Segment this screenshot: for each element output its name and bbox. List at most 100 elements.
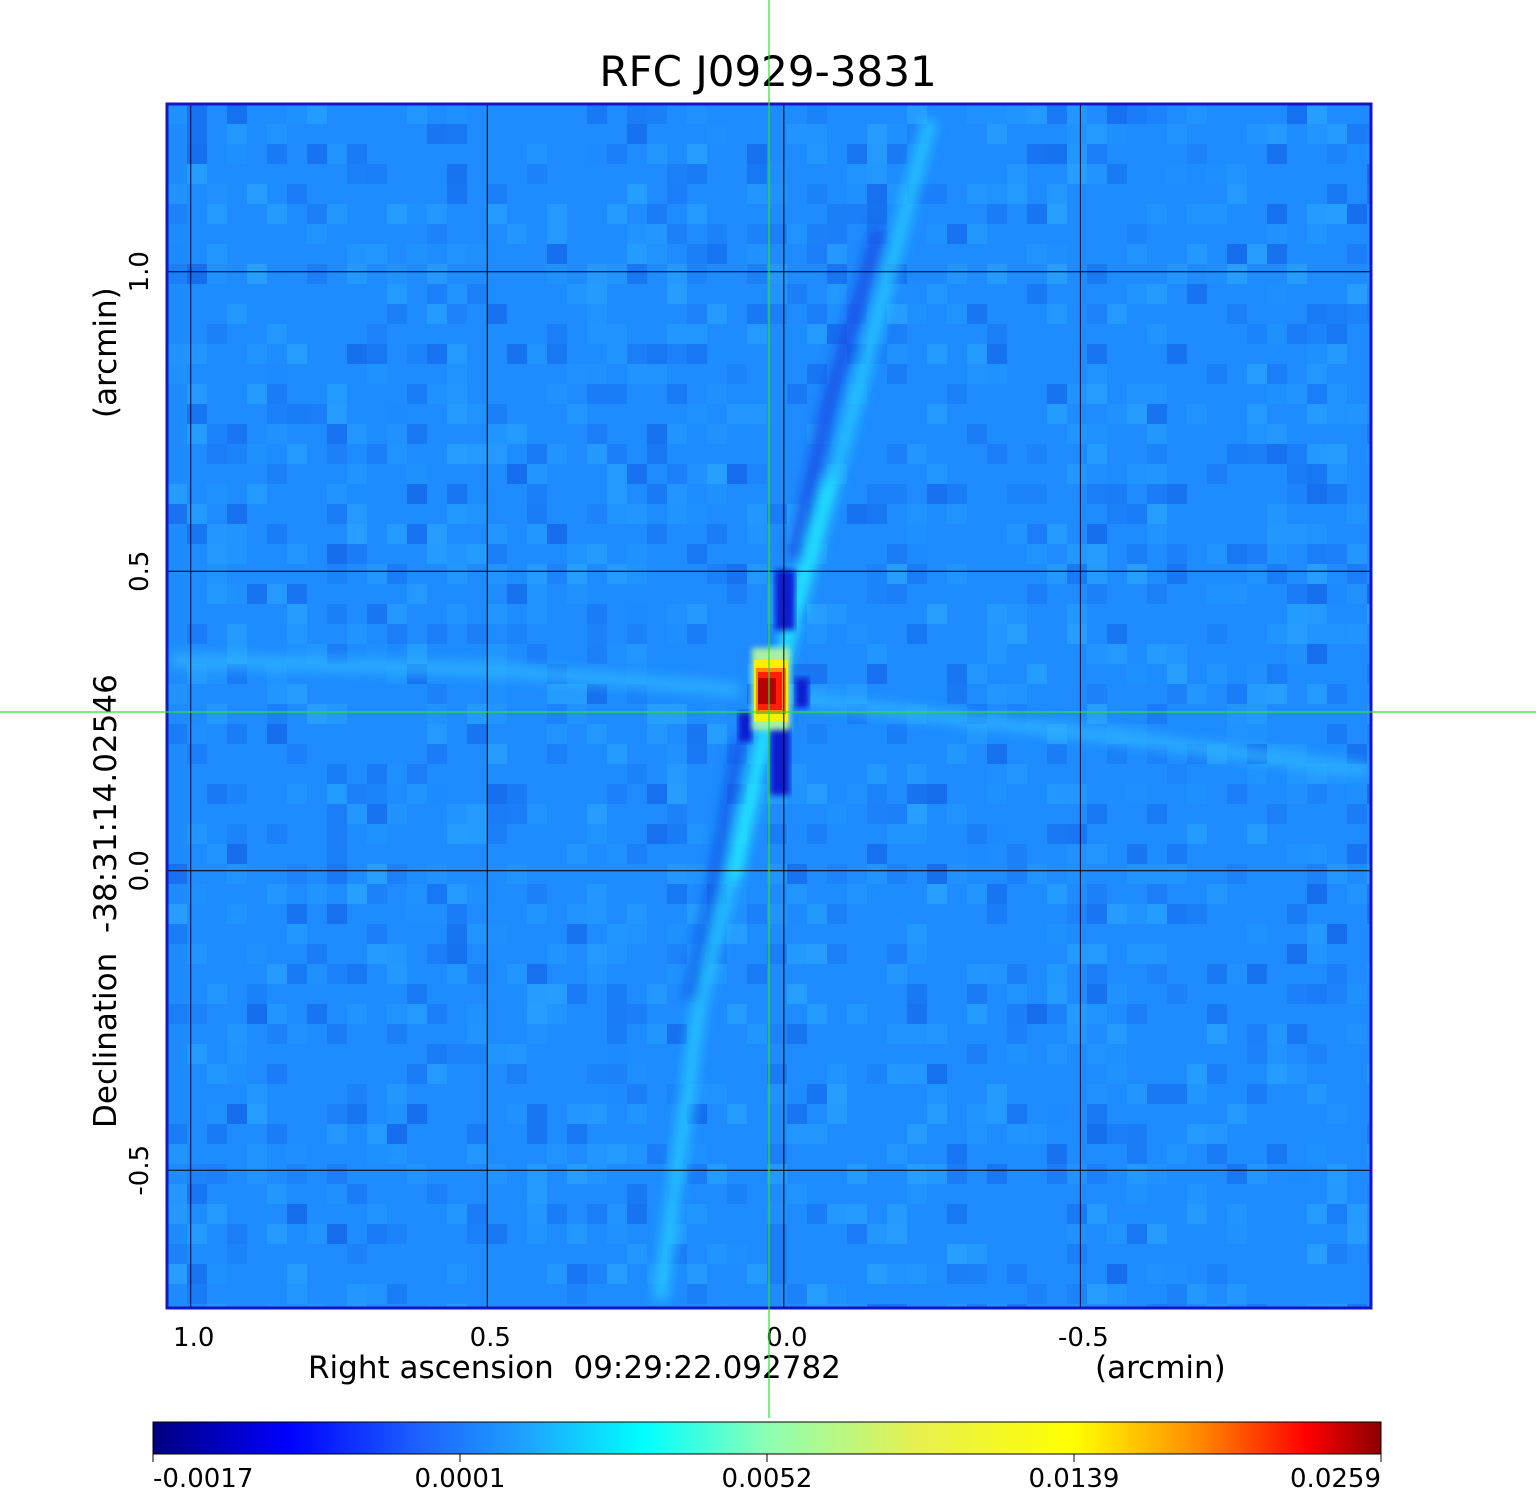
- noise-cell: [1167, 344, 1187, 364]
- noise-cell: [267, 404, 287, 424]
- noise-cell: [1227, 964, 1247, 984]
- noise-cell: [1127, 104, 1147, 124]
- noise-cell: [1247, 1304, 1267, 1308]
- noise-cell: [267, 1044, 287, 1064]
- noise-cell: [1267, 284, 1287, 304]
- noise-cell: [807, 1304, 827, 1308]
- noise-cell: [167, 384, 187, 404]
- noise-cell: [947, 1144, 967, 1164]
- core-peak: [758, 678, 776, 704]
- noise-cell: [687, 244, 707, 264]
- noise-cell: [687, 144, 707, 164]
- noise-cell: [847, 1224, 867, 1244]
- noise-cell: [607, 1264, 627, 1284]
- noise-cell: [587, 604, 607, 624]
- noise-cell: [547, 744, 567, 764]
- noise-cell: [807, 144, 827, 164]
- noise-cell: [607, 984, 627, 1004]
- noise-cell: [567, 984, 587, 1004]
- noise-cell: [627, 904, 647, 924]
- noise-cell: [1027, 784, 1047, 804]
- noise-cell: [1267, 144, 1287, 164]
- noise-cell: [667, 484, 687, 504]
- noise-cell: [447, 164, 467, 184]
- noise-cell: [1367, 1064, 1371, 1084]
- noise-cell: [647, 864, 667, 884]
- noise-cell: [407, 1164, 427, 1184]
- noise-cell: [327, 824, 347, 844]
- noise-cell: [727, 584, 747, 604]
- noise-cell: [907, 984, 927, 1004]
- noise-cell: [1307, 1244, 1327, 1264]
- noise-cell: [587, 1284, 607, 1304]
- noise-cell: [487, 404, 507, 424]
- noise-cell: [547, 684, 567, 704]
- noise-cell: [427, 1044, 447, 1064]
- noise-cell: [1207, 224, 1227, 244]
- noise-cell: [687, 544, 707, 564]
- noise-cell: [347, 1284, 367, 1304]
- noise-cell: [967, 1244, 987, 1264]
- noise-cell: [1007, 604, 1027, 624]
- noise-cell: [507, 1304, 527, 1308]
- noise-cell: [1347, 884, 1367, 904]
- noise-cell: [1107, 304, 1127, 324]
- noise-cell: [367, 824, 387, 844]
- noise-cell: [607, 444, 627, 464]
- noise-cell: [807, 304, 827, 324]
- noise-cell: [1087, 484, 1107, 504]
- noise-cell: [907, 1164, 927, 1184]
- noise-cell: [827, 204, 847, 224]
- noise-cell: [447, 304, 467, 324]
- noise-cell: [547, 1204, 567, 1224]
- noise-cell: [567, 684, 587, 704]
- noise-cell: [267, 524, 287, 544]
- noise-cell: [1147, 884, 1167, 904]
- noise-cell: [947, 104, 967, 124]
- noise-cell: [827, 264, 847, 284]
- noise-cell: [1067, 1004, 1087, 1024]
- noise-cell: [227, 124, 247, 144]
- noise-cell: [907, 104, 927, 124]
- noise-cell: [267, 324, 287, 344]
- noise-cell: [527, 1204, 547, 1224]
- noise-cell: [647, 104, 667, 124]
- noise-cell: [387, 1084, 407, 1104]
- noise-cell: [787, 1104, 807, 1124]
- noise-cell: [647, 204, 667, 224]
- noise-cell: [767, 184, 787, 204]
- noise-cell: [527, 1124, 547, 1144]
- noise-cell: [427, 544, 447, 564]
- noise-cell: [1087, 144, 1107, 164]
- noise-cell: [367, 764, 387, 784]
- noise-cell: [327, 424, 347, 444]
- noise-cell: [687, 524, 707, 544]
- noise-cell: [327, 704, 347, 724]
- noise-cell: [487, 204, 507, 224]
- noise-cell: [407, 344, 427, 364]
- noise-cell: [1207, 144, 1227, 164]
- noise-cell: [787, 324, 807, 344]
- noise-cell: [247, 384, 267, 404]
- noise-cell: [727, 1004, 747, 1024]
- noise-cell: [1227, 524, 1247, 544]
- noise-cell: [727, 364, 747, 384]
- noise-cell: [507, 1064, 527, 1084]
- noise-cell: [1267, 364, 1287, 384]
- noise-cell: [267, 724, 287, 744]
- noise-cell: [827, 1004, 847, 1024]
- noise-cell: [1127, 244, 1147, 264]
- noise-cell: [987, 1264, 1007, 1284]
- noise-cell: [467, 1224, 487, 1244]
- noise-cell: [227, 824, 247, 844]
- noise-cell: [1047, 1104, 1067, 1124]
- noise-cell: [1327, 984, 1347, 1004]
- noise-cell: [1367, 604, 1371, 624]
- noise-cell: [407, 1144, 427, 1164]
- noise-cell: [267, 964, 287, 984]
- noise-cell: [1047, 104, 1067, 124]
- noise-cell: [607, 484, 627, 504]
- noise-cell: [1227, 244, 1247, 264]
- noise-cell: [467, 484, 487, 504]
- noise-cell: [227, 864, 247, 884]
